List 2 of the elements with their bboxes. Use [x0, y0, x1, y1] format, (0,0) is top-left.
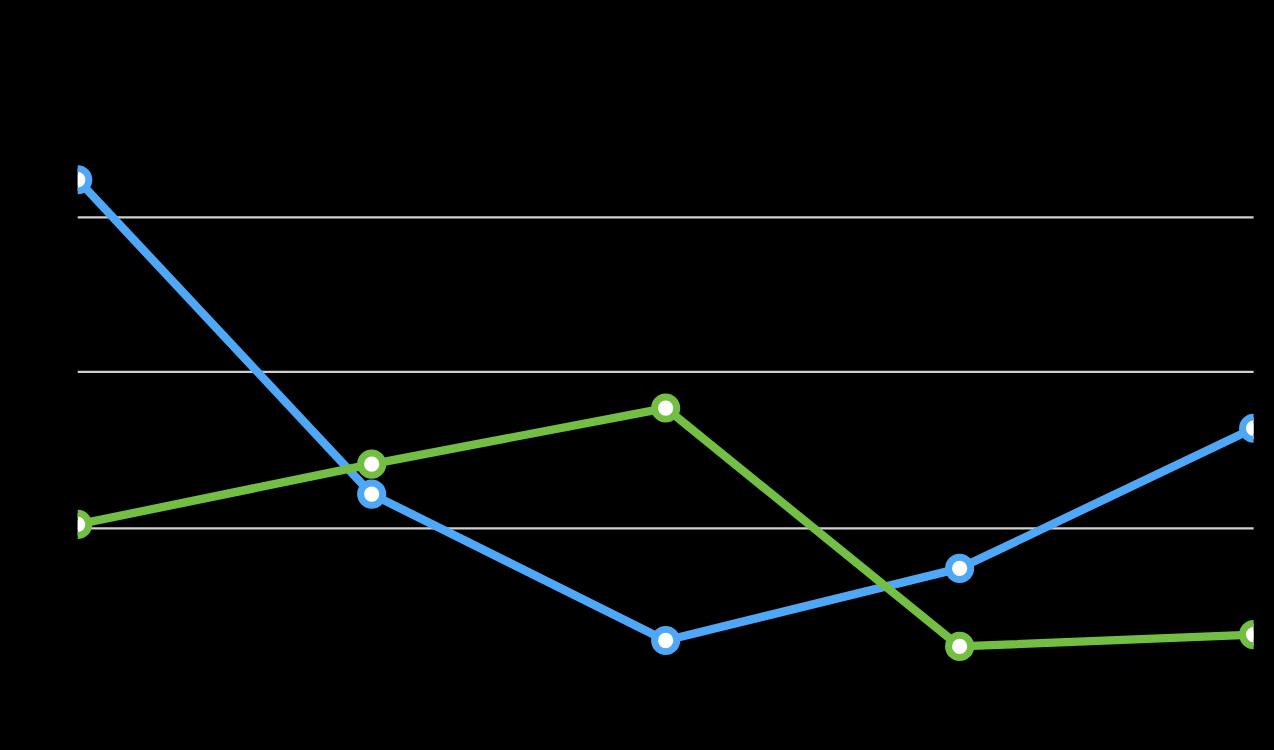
point	[651, 393, 681, 423]
point	[651, 625, 681, 656]
